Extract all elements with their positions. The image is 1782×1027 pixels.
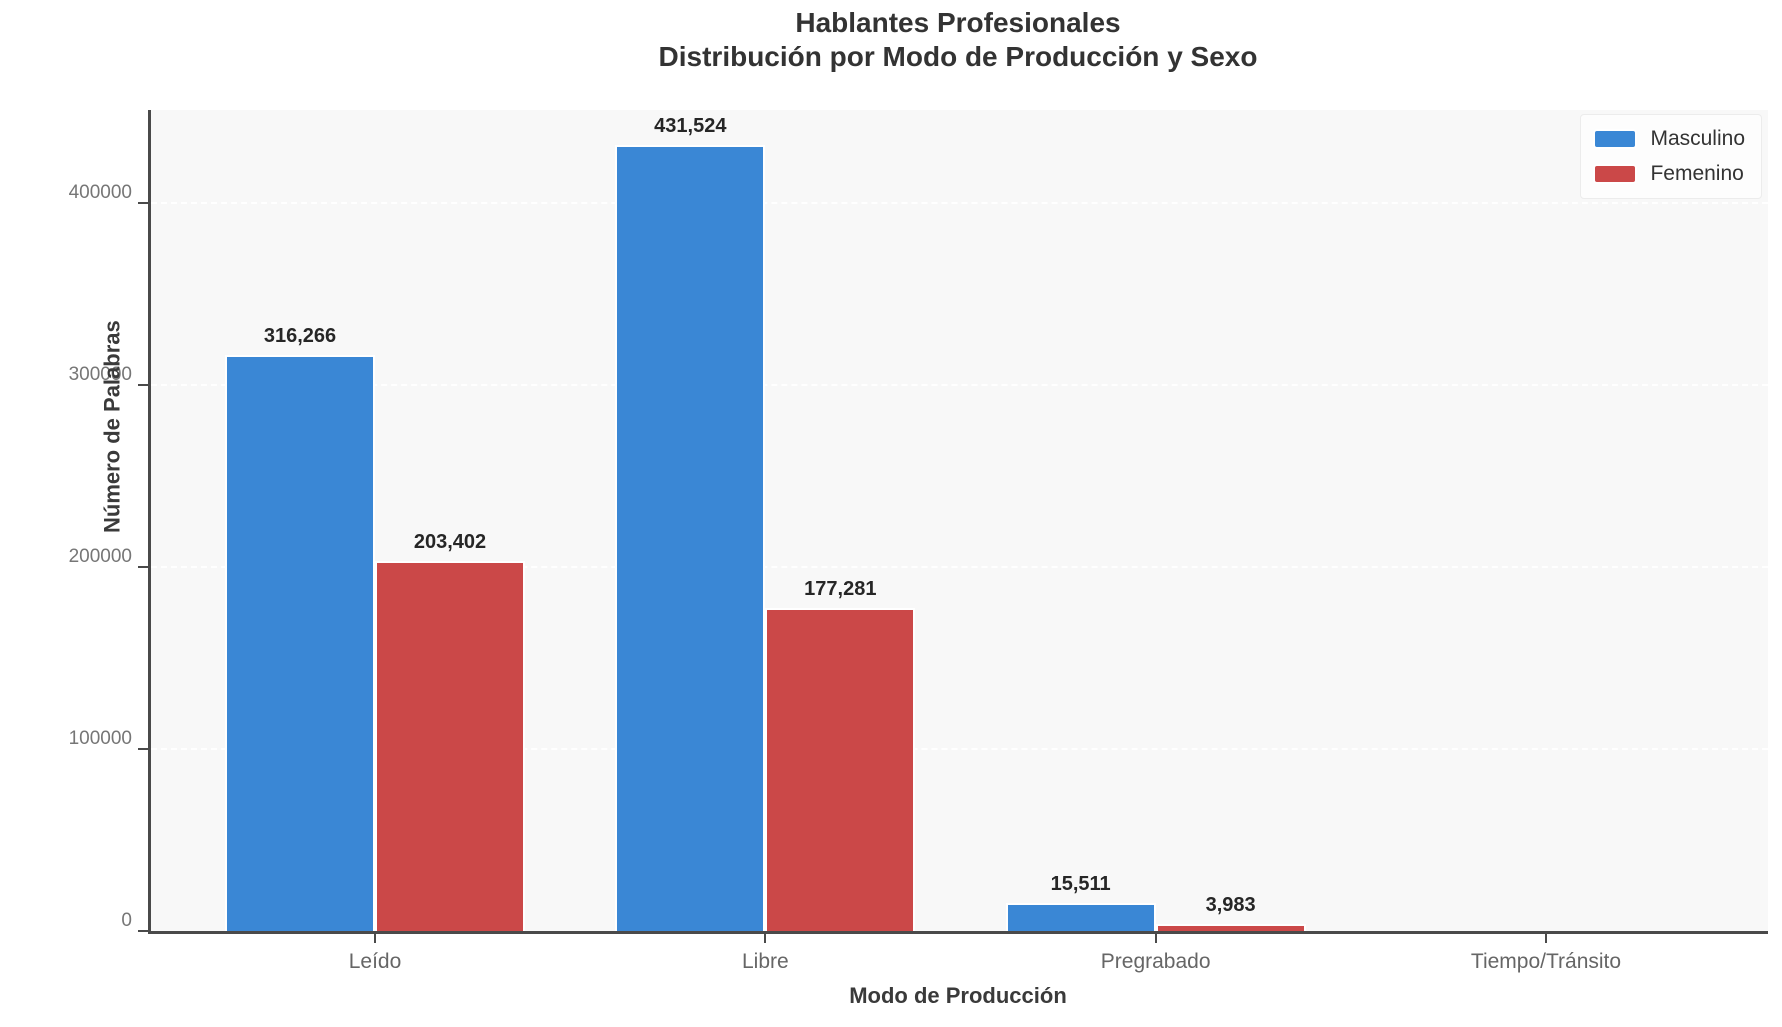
x-axis-title: Modo de Producción xyxy=(849,983,1067,1008)
x-tick-label: Leído xyxy=(348,950,402,973)
y-tick-label: 0 xyxy=(121,910,132,931)
y-tick-label: 100000 xyxy=(68,727,132,749)
x-tick-mark xyxy=(1544,934,1547,943)
bar-value-label: 203,402 xyxy=(413,530,487,553)
chart-title-line1: Hablantes Profesionales xyxy=(795,7,1121,38)
bar xyxy=(1005,902,1156,931)
legend-item-masculino: Masculino xyxy=(1595,127,1745,151)
y-tick-label: 300000 xyxy=(68,363,132,385)
bar-value-label: 431,524 xyxy=(654,115,727,138)
legend-label: Femenino xyxy=(1650,162,1744,185)
y-tick-mark xyxy=(138,201,148,204)
bar-value-label: 15,511 xyxy=(1050,872,1111,895)
y-tick-mark xyxy=(138,747,148,750)
x-tick-label: Tiempo/Tránsito xyxy=(1470,950,1622,973)
x-tick-mark xyxy=(764,934,767,943)
gridline xyxy=(151,383,1768,386)
y-tick-mark xyxy=(138,383,148,386)
x-tick-mark xyxy=(374,934,376,943)
bar xyxy=(375,560,525,931)
legend: Masculino Femenino xyxy=(1580,114,1762,199)
bar xyxy=(765,608,916,931)
x-tick-label: Libre xyxy=(741,950,789,973)
y-axis-title: Número de Palabras xyxy=(99,320,125,533)
legend-label: Masculino xyxy=(1650,127,1745,150)
gridline xyxy=(151,201,1768,204)
legend-swatch xyxy=(1595,166,1636,182)
bar-value-label: 177,281 xyxy=(804,578,877,601)
x-tick-label: Pregrabado xyxy=(1100,950,1211,973)
y-tick-mark xyxy=(138,565,148,568)
bar xyxy=(615,145,766,931)
bar-value-label: 316,266 xyxy=(263,325,337,348)
plot-area: Masculino Femenino 0 100000 200000 300000 40… xyxy=(69,110,1768,973)
y-tick-label: 200000 xyxy=(68,545,132,567)
y-tick-mark xyxy=(138,930,148,932)
bar xyxy=(1155,923,1306,931)
y-tick-label: 400000 xyxy=(68,181,132,203)
chart-title-line2: Distribución por Modo de Producción y Se… xyxy=(658,41,1258,72)
x-tick-mark xyxy=(1154,934,1157,943)
bar-value-label: 3,983 xyxy=(1205,893,1256,916)
bar xyxy=(225,355,375,931)
chart-title: Hablantes Profesionales Distribución por… xyxy=(148,6,1768,74)
legend-swatch xyxy=(1595,131,1636,147)
legend-item-femenino: Femenino xyxy=(1595,162,1745,186)
